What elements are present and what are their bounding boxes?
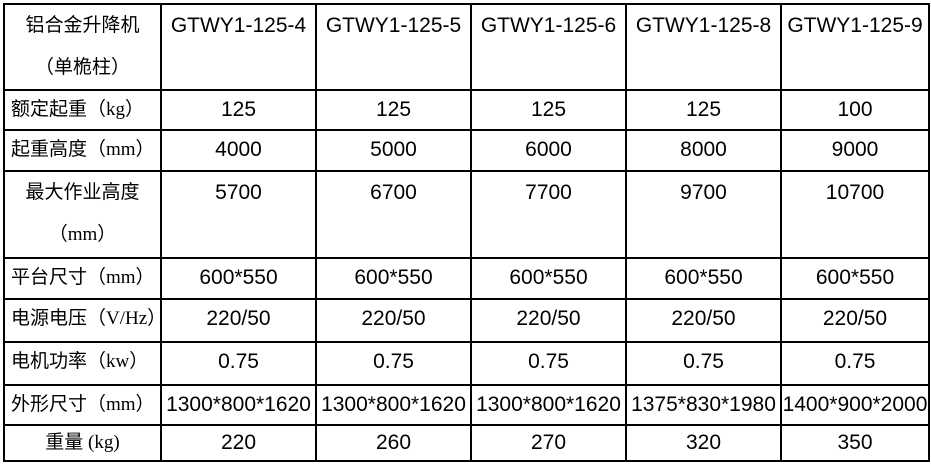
cell-value: 600*550 [470,257,627,300]
model-header: GTWY1-125-4 [160,3,317,91]
cell-value: 600*550 [160,257,317,300]
cell-value: 0.75 [625,341,782,386]
cell-value: 320 [625,424,782,462]
cell-value: 5000 [315,129,472,172]
product-name-line1: 铝合金升降机 [25,15,140,36]
table-row-rated-load: 额定起重（kg） 125 125 125 125 100 [3,89,930,131]
cell-value: 0.75 [315,341,472,386]
row-label-line1: 最大作业高度 [25,182,140,203]
cell-value: 7700 [470,170,627,259]
row-label-line2: （mm） [48,224,117,245]
table-row-overall-dimensions: 外形尺寸（mm） 1300*800*1620 1300*800*1620 130… [3,384,930,426]
cell-value: 5700 [160,170,317,259]
cell-value: 125 [470,89,627,131]
table-row-weight: 重量 (kg) 220 260 270 320 350 [3,424,930,462]
model-header: GTWY1-125-9 [780,3,930,91]
cell-value: 600*550 [315,257,472,300]
cell-value: 350 [780,424,930,462]
cell-value: 100 [780,89,930,131]
cell-value: 0.75 [160,341,317,386]
row-label: 最大作业高度 （mm） [3,170,162,259]
cell-value: 4000 [160,129,317,172]
row-label: 电机功率（kw） [3,341,162,386]
cell-value: 270 [470,424,627,462]
cell-value: 1300*800*1620 [470,384,627,426]
cell-value: 220 [160,424,317,462]
row-label: 电源电压（V/Hz） [3,298,162,343]
table-header-row: 铝合金升降机 （单桅柱） GTWY1-125-4 GTWY1-125-5 GTW… [3,3,930,91]
cell-value: 220/50 [625,298,782,343]
cell-value: 1400*900*2000 [780,384,930,426]
cell-value: 6000 [470,129,627,172]
cell-value: 125 [160,89,317,131]
cell-value: 125 [625,89,782,131]
cell-value: 600*550 [625,257,782,300]
row-label: 额定起重（kg） [3,89,162,131]
cell-value: 1300*800*1620 [315,384,472,426]
table-row-lift-height: 起重高度（mm） 4000 5000 6000 8000 9000 [3,129,930,172]
product-spec-table: 铝合金升降机 （单桅柱） GTWY1-125-4 GTWY1-125-5 GTW… [3,3,930,462]
cell-value: 9000 [780,129,930,172]
row-label: 重量 (kg) [3,424,162,462]
table-row-max-working-height: 最大作业高度 （mm） 5700 6700 7700 9700 10700 [3,170,930,259]
product-name-line2: （单桅柱） [34,57,130,78]
cell-value: 8000 [625,129,782,172]
cell-value: 600*550 [780,257,930,300]
table-row-power-voltage: 电源电压（V/Hz） 220/50 220/50 220/50 220/50 2… [3,298,930,343]
cell-value: 1300*800*1620 [160,384,317,426]
cell-value: 125 [315,89,472,131]
cell-value: 1375*830*1980 [625,384,782,426]
table-row-motor-power: 电机功率（kw） 0.75 0.75 0.75 0.75 0.75 [3,341,930,386]
table-row-platform-size: 平台尺寸（mm） 600*550 600*550 600*550 600*550… [3,257,930,300]
cell-value: 9700 [625,170,782,259]
cell-value: 220/50 [780,298,930,343]
product-name-cell: 铝合金升降机 （单桅柱） [3,3,162,91]
cell-value: 10700 [780,170,930,259]
row-label: 平台尺寸（mm） [3,257,162,300]
cell-value: 0.75 [780,341,930,386]
model-header: GTWY1-125-6 [470,3,627,91]
cell-value: 6700 [315,170,472,259]
cell-value: 220/50 [315,298,472,343]
row-label: 起重高度（mm） [3,129,162,172]
model-header: GTWY1-125-8 [625,3,782,91]
model-header: GTWY1-125-5 [315,3,472,91]
cell-value: 220/50 [470,298,627,343]
cell-value: 220/50 [160,298,317,343]
cell-value: 260 [315,424,472,462]
cell-value: 0.75 [470,341,627,386]
row-label: 外形尺寸（mm） [3,384,162,426]
